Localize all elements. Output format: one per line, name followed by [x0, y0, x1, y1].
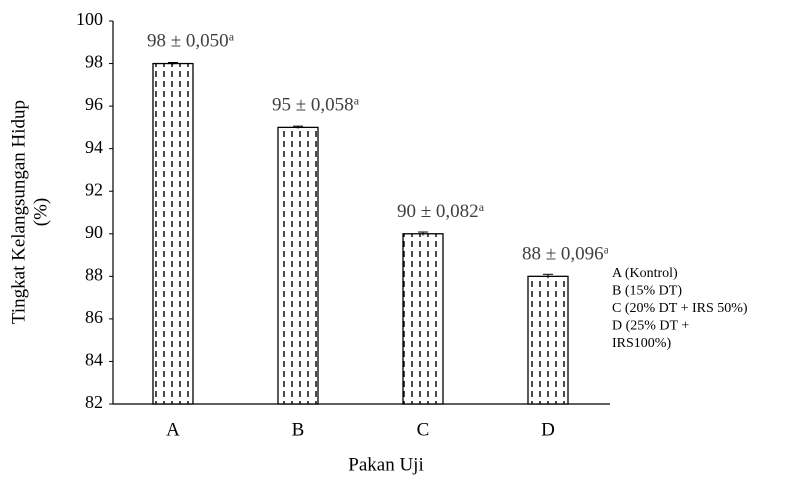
x-tick-label: A	[166, 419, 180, 440]
legend-entry: D (25% DT +	[612, 319, 689, 334]
value-label: 90 ± 0,082a	[397, 200, 485, 223]
bar	[402, 233, 444, 405]
value-label: 98 ± 0,050a	[147, 29, 235, 52]
y-tick-label: 90	[85, 222, 103, 242]
value-label: 88 ± 0,096a	[522, 242, 610, 265]
x-tick-label: D	[541, 419, 555, 440]
value-label: 95 ± 0,058a	[272, 93, 360, 116]
error-bar	[293, 125, 303, 129]
y-tick-label: 94	[85, 137, 103, 157]
value-label-text: 88 ± 0,096	[522, 244, 604, 265]
value-label-superscript: a	[354, 93, 360, 107]
error-bar	[418, 231, 428, 236]
y-tick-label: 96	[85, 94, 103, 114]
legend-entry: A (Kontrol)	[612, 266, 678, 281]
y-tick-label: 92	[85, 179, 103, 199]
y-tick-label: 86	[85, 307, 103, 327]
value-label-text: 95 ± 0,058	[272, 95, 354, 116]
y-tick-label: 100	[76, 9, 103, 29]
bar	[277, 126, 319, 405]
y-tick-label: 82	[85, 392, 103, 412]
legend-entry: B (15% DT)	[612, 284, 682, 299]
error-bar	[543, 273, 553, 279]
legend-entry: C (20% DT + IRS 50%)	[612, 301, 748, 316]
x-axis-label: Pakan Uji	[348, 454, 423, 475]
bar	[527, 275, 569, 405]
value-label-text: 90 ± 0,082	[397, 201, 479, 222]
x-tick-label: B	[292, 419, 305, 440]
value-label-superscript: a	[604, 242, 610, 256]
value-label-superscript: a	[229, 29, 235, 43]
y-tick-label: 98	[85, 52, 103, 72]
error-bar	[168, 61, 178, 65]
y-tick-label: 88	[85, 264, 103, 284]
y-tick-label: 84	[85, 350, 103, 370]
value-label-text: 98 ± 0,050	[147, 31, 229, 52]
x-tick-label: C	[417, 419, 430, 440]
y-axis-label: (%)	[30, 198, 51, 226]
y-axis-label: Tingkat Kelangsungan Hidup	[8, 100, 29, 324]
legend-entry: IRS100%)	[612, 336, 671, 351]
bar	[152, 62, 194, 405]
value-label-superscript: a	[479, 200, 485, 214]
